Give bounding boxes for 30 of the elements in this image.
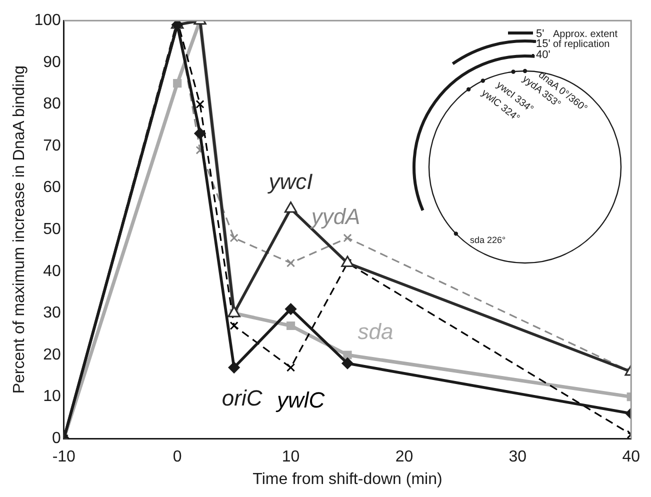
- y-axis-title: Percent of maximum increase in DnaA binding: [11, 66, 28, 394]
- y-tick-label: 10: [43, 388, 61, 406]
- y-tick-label: 90: [43, 54, 61, 71]
- annotation: sda 226°: [470, 235, 506, 245]
- y-tick-label: 40: [43, 262, 61, 280]
- y-tick-label: 0: [52, 430, 61, 448]
- series-label: ywcI: [266, 168, 313, 194]
- y-tick-label: 60: [43, 179, 61, 196]
- y-tick-label: 80: [43, 96, 61, 113]
- series-label: sda: [358, 319, 394, 344]
- x-tick-label: 10: [282, 448, 300, 466]
- annotation: Approx. extent: [553, 29, 618, 40]
- x-tick-label: 40: [622, 448, 640, 466]
- x-axis-title: Time from shift-down (min): [252, 470, 442, 488]
- y-tick-label: 70: [43, 137, 61, 154]
- y-tick-label: 50: [43, 221, 61, 238]
- series-label: yydA: [309, 204, 360, 230]
- x-tick-label: 0: [172, 448, 182, 466]
- series-label: ywlC: [274, 388, 325, 413]
- annotation: of replication: [553, 39, 610, 50]
- y-tick-label: 100: [34, 12, 61, 30]
- x-tick-label: -10: [52, 448, 76, 466]
- y-tick-label: 30: [43, 304, 61, 322]
- x-tick-label: 20: [395, 448, 414, 466]
- x-tick-label: 30: [508, 448, 527, 466]
- series-label: oriC: [222, 386, 262, 411]
- annotation: 5': [536, 28, 544, 40]
- y-tick-label: 20: [43, 346, 61, 364]
- annotation: 40': [536, 49, 550, 61]
- annotation: 15': [536, 38, 550, 50]
